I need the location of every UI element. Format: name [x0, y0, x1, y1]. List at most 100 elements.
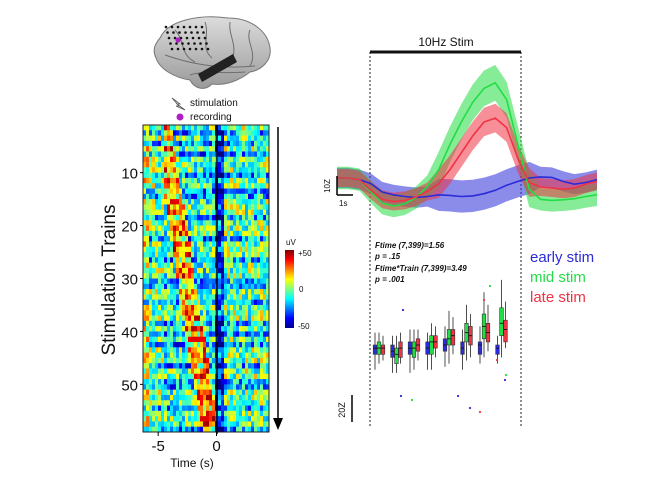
heatmap-cell: [203, 326, 207, 332]
heatmap-cell: [218, 347, 222, 353]
heatmap-cell: [248, 310, 252, 316]
heatmap-cell: [143, 209, 147, 216]
heatmap-cell: [155, 299, 159, 306]
heatmap-cell: [155, 389, 159, 396]
heatmap-cell: [224, 241, 228, 248]
electrode-dot: [187, 42, 190, 45]
heatmap-cell: [233, 220, 237, 226]
heatmap-cell: [185, 400, 189, 406]
heatmap-cell: [161, 188, 165, 195]
heatmap-cell: [170, 262, 174, 269]
heatmap-cell: [251, 368, 255, 375]
heatmap-cell: [236, 125, 240, 131]
heatmap-cell: [164, 273, 168, 279]
heatmap-cell: [227, 278, 231, 285]
heatmap-cell: [254, 283, 258, 290]
heatmap-cell: [167, 294, 171, 300]
heatmap-cell: [155, 162, 159, 168]
heatmap-cell: [143, 193, 147, 200]
heatmap-cell: [218, 368, 222, 375]
heatmap-cell: [248, 162, 252, 168]
heatmap-cell: [197, 310, 201, 316]
heatmap-cell: [218, 140, 222, 147]
heatmap-cell: [224, 310, 228, 316]
heatmap-cell: [266, 172, 270, 179]
heatmap-cell: [218, 304, 222, 311]
electrode-dot: [193, 42, 196, 45]
box-series: [372, 279, 508, 414]
heatmap-cell: [236, 283, 240, 290]
heatmap-cell: [209, 252, 213, 258]
heatmap-cell: [149, 167, 153, 173]
heatmap-cell: [194, 421, 198, 427]
heatmap-cell: [233, 236, 237, 242]
electrode-dot: [199, 42, 202, 45]
heatmap-cell: [191, 336, 195, 343]
heatmap-cell: [149, 183, 153, 189]
heatmap-cell: [188, 384, 192, 390]
heatmap-cell: [257, 183, 261, 189]
heatmap-cell: [212, 125, 216, 131]
heatmap-cell: [242, 347, 246, 353]
heatmap-cell: [257, 246, 261, 253]
heatmap-cell: [260, 421, 264, 427]
heatmap-cell: [257, 315, 261, 322]
heatmap-cell: [263, 246, 267, 253]
heatmap-cell: [185, 177, 189, 184]
heatmap-cell: [188, 230, 192, 237]
heatmap-cell: [200, 199, 204, 205]
heatmap-cell: [188, 151, 192, 158]
box-scalebar: 20Z: [337, 395, 353, 422]
heatmap-cell: [254, 199, 258, 205]
heatmap-cell: [236, 289, 240, 295]
heatmap-cell: [182, 209, 186, 216]
heatmap-cell: [254, 188, 258, 195]
heatmap-cell: [182, 130, 186, 136]
heatmap-cell: [155, 230, 159, 237]
heatmap-cell: [197, 416, 201, 422]
heatmap-cell: [251, 273, 255, 279]
heatmap-cell: [152, 384, 156, 390]
heatmap-cell: [242, 236, 246, 242]
heatmap-cell: [152, 394, 156, 401]
heatmap-cell: [152, 278, 156, 285]
heatmap-cell: [254, 299, 258, 306]
heatmap-cell: [227, 289, 231, 295]
heatmap-cell: [239, 394, 243, 401]
heatmap-cell: [185, 220, 189, 226]
heatmap-cell: [233, 273, 237, 279]
heatmap-cell: [239, 156, 243, 163]
heatmap-cell: [221, 373, 225, 380]
heatmap-cell: [149, 310, 153, 316]
heatmap-cell: [251, 278, 255, 285]
heatmap-cell: [200, 135, 204, 142]
heatmap-cell: [212, 357, 216, 364]
heatmap-cell: [146, 331, 150, 338]
heatmap-cell: [179, 188, 183, 195]
heatmap-cell: [251, 220, 255, 226]
heatmap-cell: [236, 310, 240, 316]
heatmap-cell: [224, 130, 228, 136]
heatmap-cell: [182, 267, 186, 274]
heatmap-cell: [149, 405, 153, 412]
heatmap-cell: [257, 299, 261, 306]
heatmap-y-tick-label: 40: [121, 324, 138, 341]
heatmap-cell: [179, 363, 183, 369]
heatmap-cell: [263, 225, 267, 232]
heatmap-cell: [266, 289, 270, 295]
heatmap-cell: [230, 193, 234, 200]
heatmap-cell: [149, 199, 153, 205]
heatmap-cell: [251, 204, 255, 210]
heatmap-cell: [200, 283, 204, 290]
heatmap-cell: [236, 389, 240, 396]
heatmap-cell: [158, 410, 162, 417]
heatmap-cell: [239, 230, 243, 237]
heatmap-cell: [158, 156, 162, 163]
heatmap-cell: [263, 262, 267, 269]
heatmap-cell: [179, 352, 183, 359]
heatmap-cell: [152, 320, 156, 327]
heatmap-cell: [182, 183, 186, 189]
box-mid-stim: [499, 307, 504, 336]
heatmap-cell: [236, 177, 240, 184]
heatmap-cell: [206, 326, 210, 332]
